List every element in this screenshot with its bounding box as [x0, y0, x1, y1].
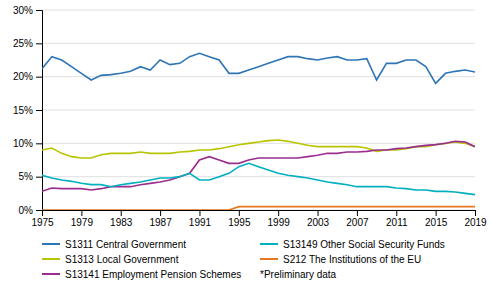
legend-item: S13149 Other Social Security Funds — [260, 239, 445, 250]
legend-item: S13141 Employment Pension Schemes — [42, 269, 241, 280]
series-line — [42, 207, 475, 210]
grid-line — [42, 10, 475, 11]
y-axis-tick-mark — [36, 110, 42, 111]
y-axis-tick: 5% — [19, 171, 42, 182]
x-axis-tick: 2003 — [307, 210, 330, 228]
grid-line — [42, 176, 475, 177]
y-axis-tick-label: 5% — [19, 171, 34, 182]
x-axis-tick: 1999 — [268, 210, 291, 228]
legend-label: S13149 Other Social Security Funds — [283, 239, 445, 250]
x-axis-tick: 1983 — [110, 210, 133, 228]
x-axis-line — [43, 211, 476, 217]
x-axis-tick-mark — [199, 210, 200, 216]
x-axis-tick: 1987 — [149, 210, 172, 228]
x-axis-tick: 1979 — [71, 210, 94, 228]
y-axis-tick-label: 25% — [13, 38, 33, 49]
legend-label: S212 The Institutions of the EU — [283, 254, 421, 265]
x-axis-tick-mark — [396, 210, 397, 216]
x-axis-tick: 2015 — [425, 210, 448, 228]
y-axis-tick: 30% — [13, 5, 42, 16]
legend-label: S1313 Local Government — [65, 254, 179, 265]
legend-item: S1313 Local Government — [42, 254, 179, 265]
x-axis-tick: 1975 — [31, 210, 54, 228]
x-axis-tick-mark — [318, 210, 319, 216]
x-axis-tick-mark — [160, 210, 161, 216]
x-axis-tick-label: 1983 — [110, 217, 133, 228]
y-axis-tick-label: 30% — [13, 5, 33, 16]
y-axis-line — [36, 11, 43, 211]
y-axis-tick-mark — [36, 10, 42, 11]
y-axis-tick-label: 0% — [19, 205, 34, 216]
y-axis-tick-mark — [36, 210, 42, 211]
x-axis-tick-label: 2011 — [386, 217, 408, 228]
x-axis-tick-label: 1991 — [189, 217, 212, 228]
x-axis-tick: 2007 — [346, 210, 369, 228]
x-axis-tick: 2011 — [386, 210, 408, 228]
y-axis-tick-mark — [36, 43, 42, 44]
x-axis-tick: 1995 — [228, 210, 251, 228]
x-axis-tick-label: 1995 — [228, 217, 251, 228]
y-axis-tick: 0% — [19, 205, 42, 216]
legend-label: S1311 Central Government — [65, 239, 186, 250]
y-axis-tick-mark — [36, 143, 42, 144]
x-axis-tick-mark — [121, 210, 122, 216]
grid-line — [42, 110, 475, 111]
y-axis-tick-label: 20% — [13, 71, 33, 82]
x-axis-tick-label: 1979 — [71, 217, 94, 228]
annotation: *Preliminary data — [260, 269, 337, 280]
legend-label: S13141 Employment Pension Schemes — [65, 269, 241, 280]
chart: 1975 1979 1983 1987 1991 1995 1999 2003 2007 2011… — [0, 0, 491, 302]
x-axis-tick-mark — [475, 210, 476, 216]
x-axis-tick: 1991 — [189, 210, 212, 228]
y-axis-tick: 15% — [13, 105, 42, 116]
grid — [42, 10, 475, 210]
series-line — [42, 140, 475, 158]
x-axis-tick-label: 2015 — [425, 217, 448, 228]
x-axis-tick-mark — [436, 210, 437, 216]
y-axis: 0% 5% 10% 15% 20% 25% 30% — [13, 5, 43, 216]
y-axis-tick: 10% — [13, 138, 42, 149]
y-axis-tick-mark — [36, 77, 42, 78]
grid-line — [42, 143, 475, 144]
lines — [42, 53, 475, 210]
legend-swatch — [42, 243, 60, 245]
y-axis-tick-label: 10% — [13, 138, 33, 149]
x-axis-tick-label: 2019 — [464, 217, 487, 228]
x-axis-tick-mark — [278, 210, 279, 216]
series-line — [42, 53, 475, 83]
y-axis-tick: 20% — [13, 71, 42, 82]
x-axis-tick-label: 2007 — [346, 217, 369, 228]
legend-swatch — [42, 258, 60, 260]
y-axis-tick-label: 15% — [13, 105, 33, 116]
x-axis-tick-mark — [357, 210, 358, 216]
x-axis: 1975 1979 1983 1987 1991 1995 1999 2003 2007 2011… — [31, 210, 487, 228]
plot: 1975 1979 1983 1987 1991 1995 1999 2003 2007 2011… — [13, 5, 487, 228]
x-axis-tick-mark — [239, 210, 240, 216]
x-axis-tick-mark — [81, 210, 82, 216]
x-axis-tick-label: 1975 — [31, 217, 54, 228]
grid-line — [42, 43, 475, 44]
x-axis-tick: 2019 — [464, 210, 487, 228]
legend-swatch — [260, 243, 278, 245]
x-axis-tick-label: 1999 — [268, 217, 291, 228]
legend-swatch — [260, 258, 278, 260]
series-line — [42, 163, 475, 194]
grid-line — [42, 76, 475, 77]
legend: S1311 Central Government S1313 Local Gove… — [42, 239, 445, 280]
x-axis-tick-label: 2003 — [307, 217, 330, 228]
legend-item: S1311 Central Government — [42, 239, 186, 250]
y-axis-tick: 25% — [13, 38, 42, 49]
legend-swatch — [42, 273, 60, 275]
y-axis-tick-mark — [36, 177, 42, 178]
x-axis-tick-label: 1987 — [149, 217, 172, 228]
legend-item: S212 The Institutions of the EU — [260, 254, 421, 265]
